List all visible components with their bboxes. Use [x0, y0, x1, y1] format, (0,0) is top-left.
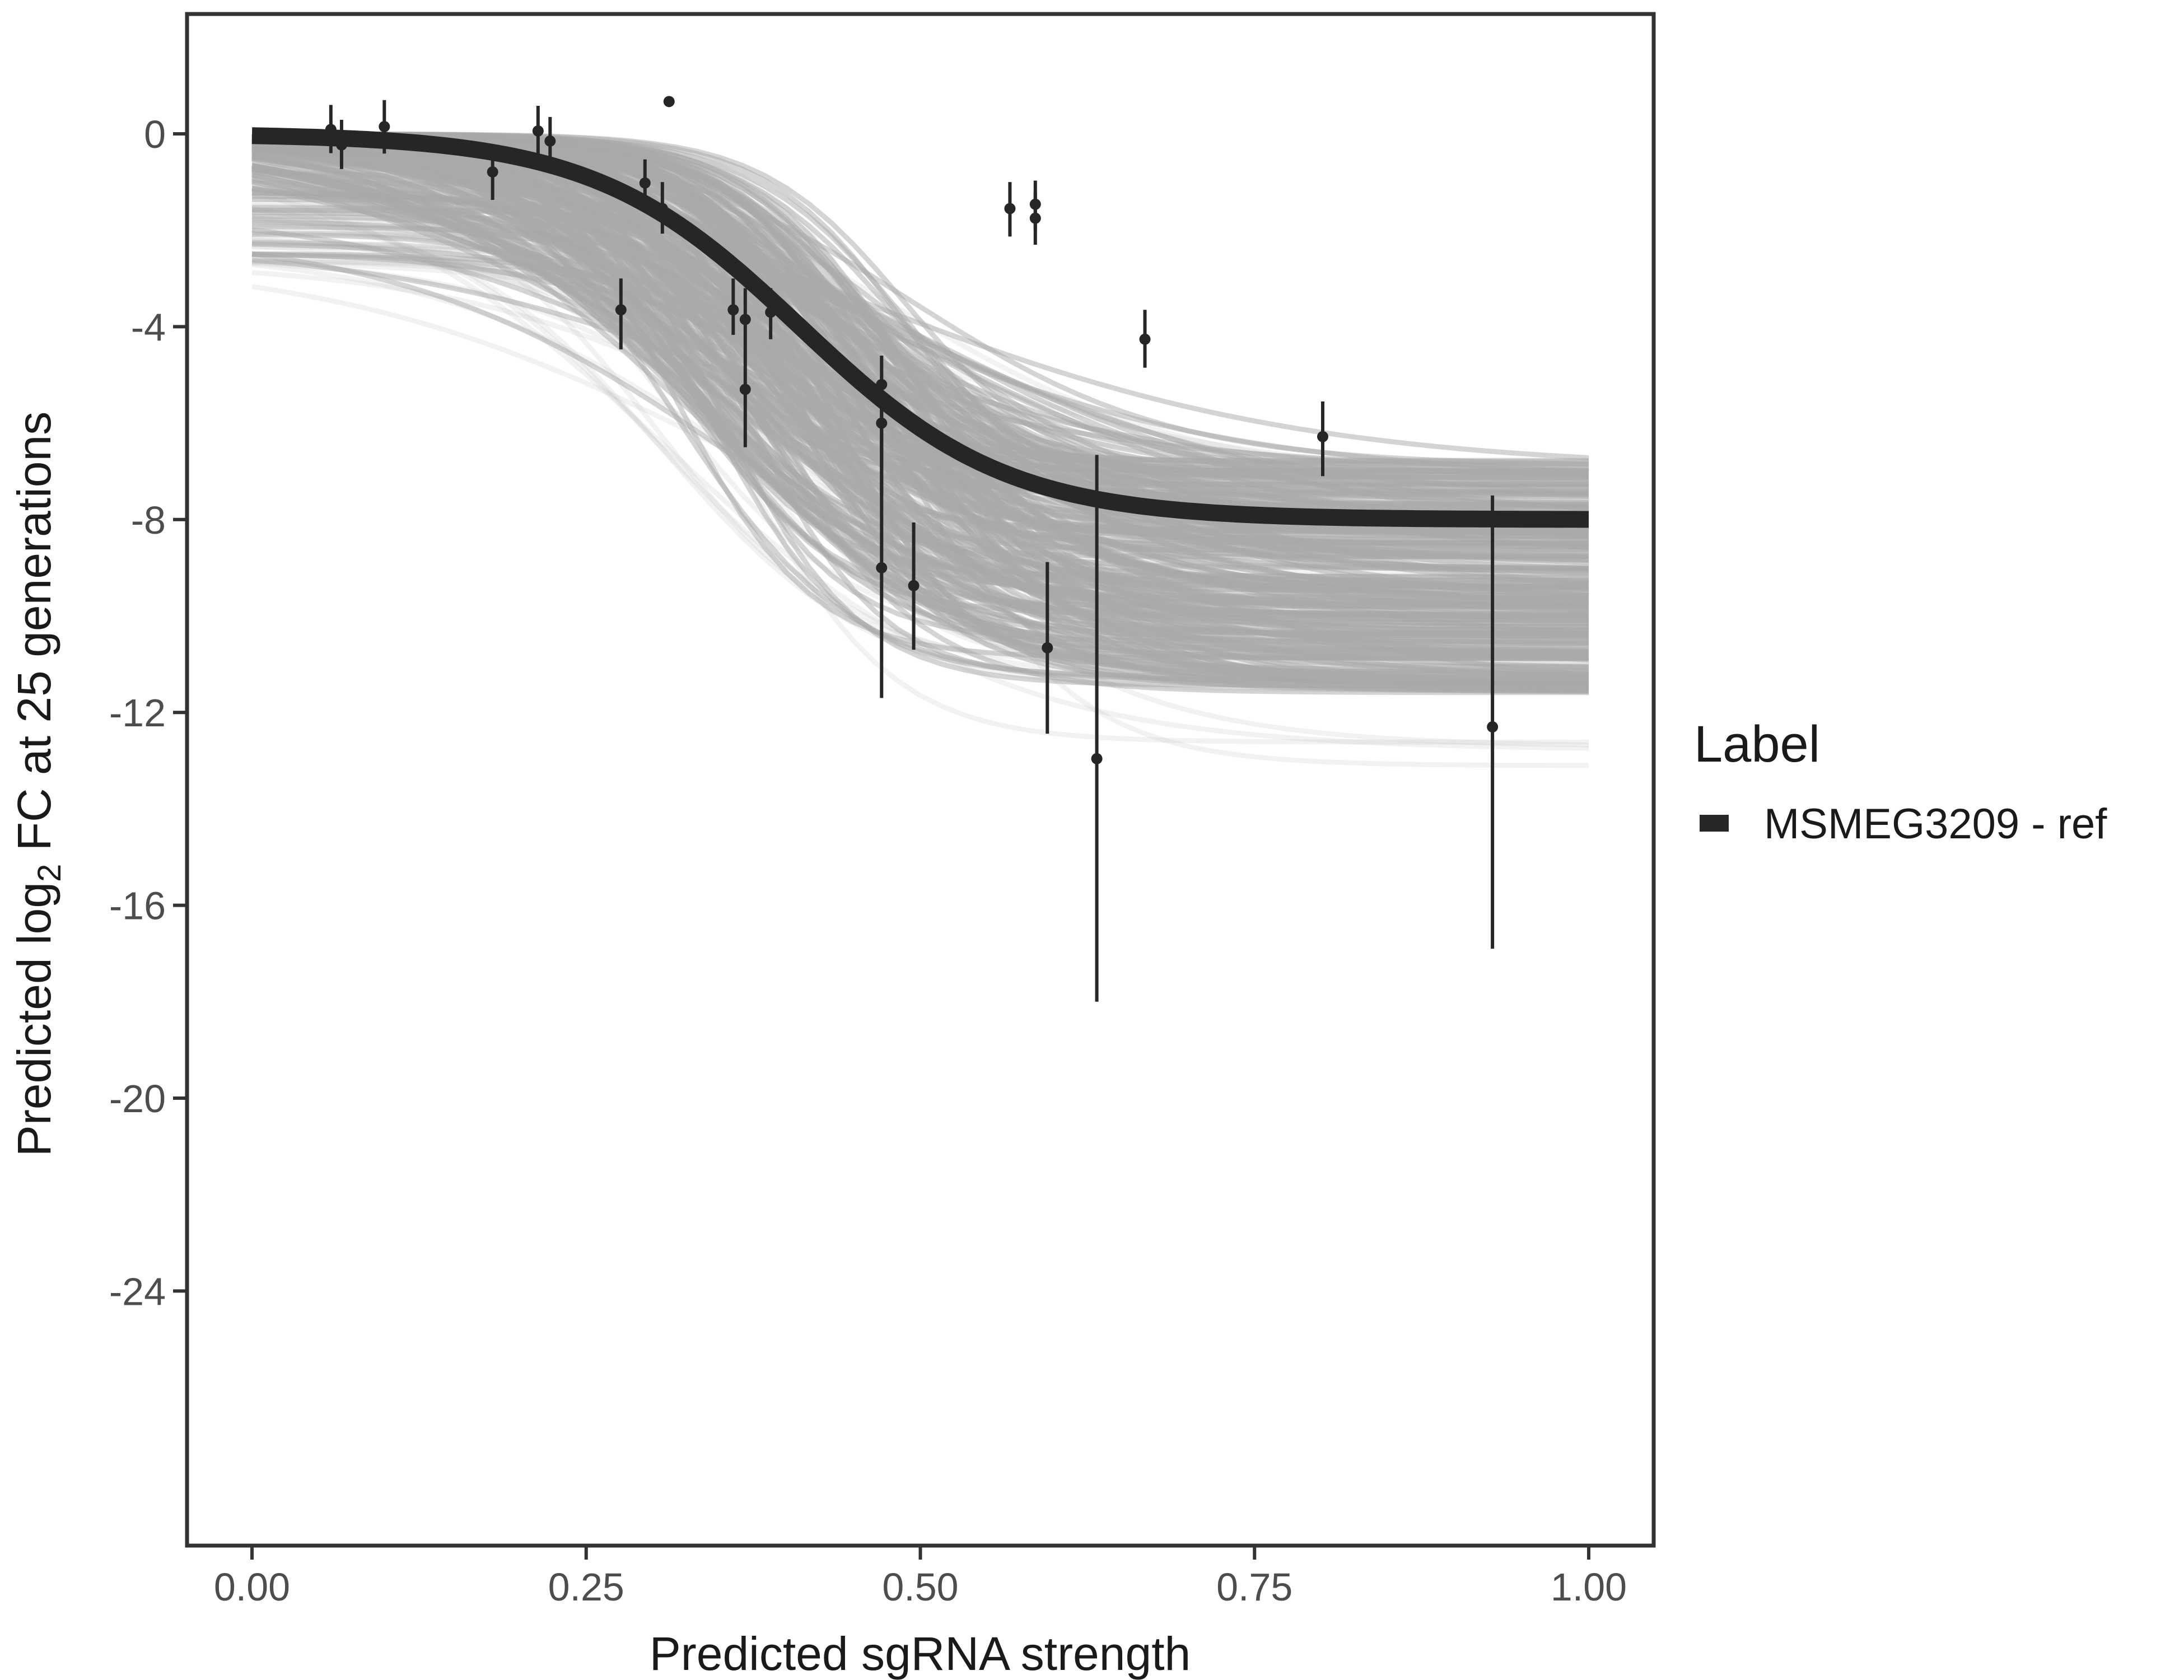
- data-point: [727, 304, 739, 316]
- posterior-draw-line: [251, 132, 1589, 638]
- y-tick-label: -12: [109, 691, 166, 735]
- data-point: [639, 177, 651, 189]
- fit-curve-group: [251, 127, 1589, 528]
- x-tick-label: 0.50: [882, 1565, 958, 1609]
- data-point: [379, 121, 390, 133]
- data-point: [908, 580, 920, 591]
- legend-key-msmeg3209: [1700, 815, 1729, 832]
- posterior-draw-line: [251, 259, 1589, 669]
- x-tick-label: 1.00: [1551, 1565, 1627, 1609]
- data-point: [739, 314, 751, 325]
- data-point: [876, 417, 888, 429]
- x-tick-label: 0.25: [548, 1565, 624, 1609]
- posterior-draw-line: [251, 137, 1589, 655]
- legend: Label MSMEG3209 - ref: [1694, 716, 2107, 848]
- y-tick-label: 0: [144, 113, 166, 156]
- posterior-draw-line: [251, 190, 1589, 751]
- legend-label-msmeg3209: MSMEG3209 - ref: [1764, 800, 2107, 848]
- x-axis-title: Predicted sgRNA strength: [650, 1627, 1191, 1680]
- data-point: [1042, 642, 1053, 654]
- y-tick-label: -24: [109, 1270, 166, 1313]
- data-point: [1487, 721, 1499, 733]
- data-point: [1004, 203, 1016, 214]
- data-point: [487, 166, 498, 178]
- y-tick-label: -16: [109, 884, 166, 928]
- posterior-draw-line: [251, 133, 1589, 661]
- data-point: [1139, 333, 1151, 345]
- fit-curve-line: [251, 127, 1589, 528]
- data-point: [739, 384, 751, 395]
- data-point: [656, 203, 668, 214]
- data-point: [325, 124, 337, 136]
- data-point: [1317, 431, 1328, 442]
- data-point: [335, 139, 347, 151]
- data-point: [532, 125, 544, 137]
- x-tick-label: 0.75: [1216, 1565, 1292, 1609]
- x-axis: 0.00 0.25 0.50 0.75 1.00: [214, 1546, 1627, 1609]
- x-tick-label: 0.00: [214, 1565, 290, 1609]
- data-point: [1029, 212, 1041, 224]
- data-point: [663, 96, 675, 108]
- y-tick-label: -20: [109, 1077, 166, 1121]
- data-point: [1091, 753, 1103, 764]
- posterior-draw-line: [251, 153, 1589, 609]
- data-point: [765, 306, 777, 318]
- y-axis-title: Predicted log2 FC at 25 generations: [8, 412, 68, 1156]
- data-point: [876, 562, 888, 573]
- y-tick-label: -8: [131, 498, 166, 542]
- legend-title: Label: [1694, 716, 1820, 773]
- data-point: [544, 135, 556, 147]
- y-axis: 0 -4 -8 -12 -16 -20 -24: [109, 113, 187, 1313]
- data-point: [615, 304, 627, 316]
- data-points: [325, 96, 1499, 1002]
- y-tick-label: -4: [131, 305, 166, 349]
